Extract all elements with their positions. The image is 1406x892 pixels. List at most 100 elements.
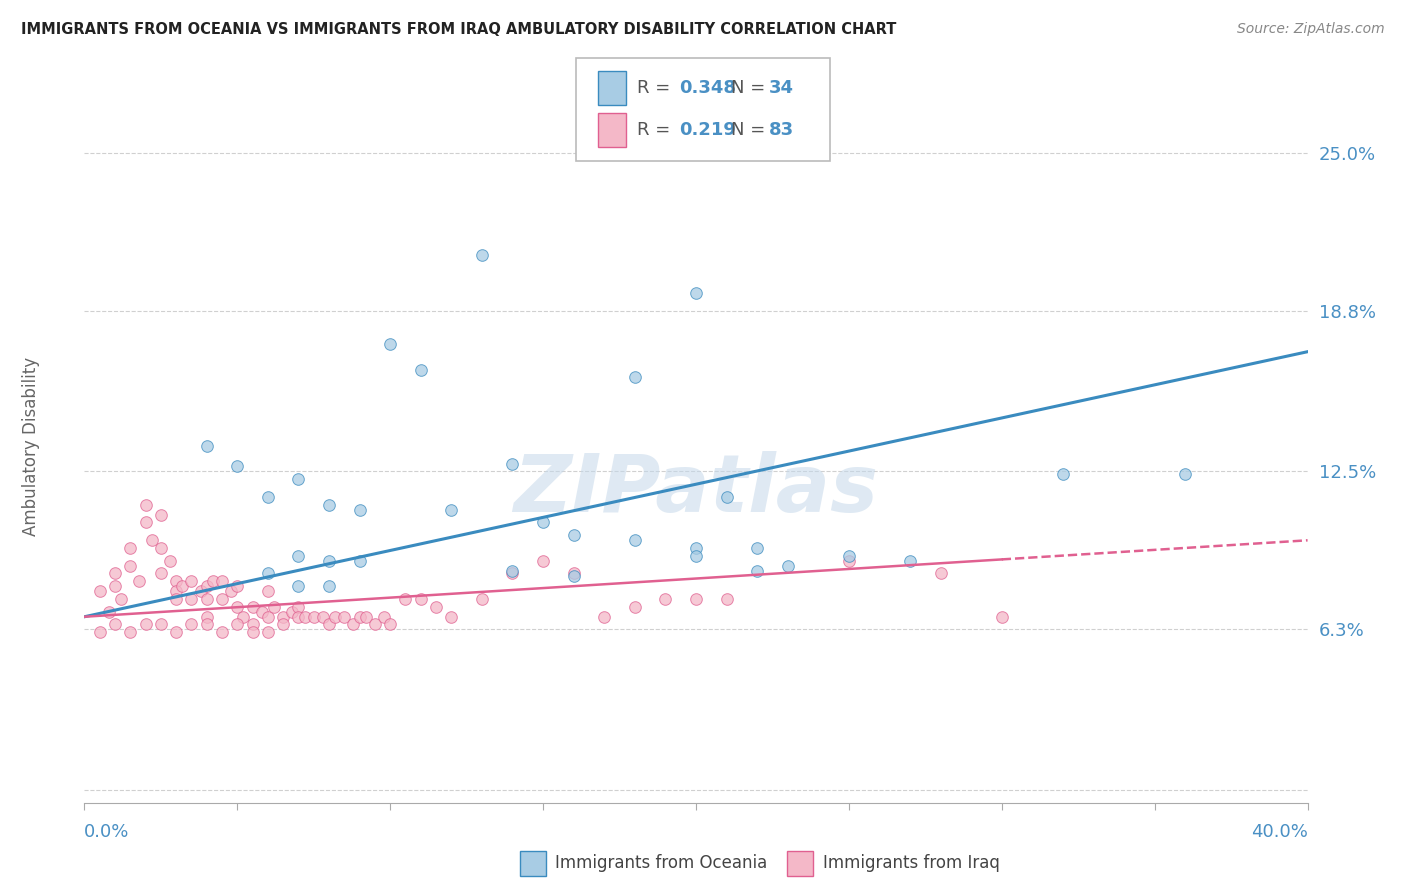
Point bbox=[593, 609, 616, 624]
Point bbox=[159, 554, 181, 568]
Point bbox=[624, 370, 647, 384]
Text: Immigrants from Oceania: Immigrants from Oceania bbox=[555, 855, 768, 872]
Point bbox=[373, 609, 395, 624]
Point bbox=[120, 625, 142, 640]
Point bbox=[195, 579, 218, 593]
Text: IMMIGRANTS FROM OCEANIA VS IMMIGRANTS FROM IRAQ AMBULATORY DISABILITY CORRELATIO: IMMIGRANTS FROM OCEANIA VS IMMIGRANTS FR… bbox=[21, 22, 897, 37]
Point bbox=[141, 533, 163, 548]
Point bbox=[440, 502, 463, 516]
Point bbox=[172, 579, 194, 593]
Point bbox=[776, 558, 799, 573]
Text: R =: R = bbox=[637, 121, 676, 139]
Point bbox=[257, 490, 280, 504]
Point bbox=[271, 617, 294, 632]
Point bbox=[409, 362, 432, 376]
Text: N =: N = bbox=[731, 121, 770, 139]
Point bbox=[562, 528, 585, 542]
Point bbox=[394, 591, 416, 606]
Point bbox=[190, 584, 212, 599]
Point bbox=[562, 569, 585, 583]
Point bbox=[654, 591, 676, 606]
Point bbox=[685, 591, 707, 606]
Point bbox=[104, 579, 127, 593]
Point bbox=[165, 625, 187, 640]
Point bbox=[685, 549, 707, 563]
Point bbox=[195, 439, 218, 453]
Point bbox=[471, 591, 494, 606]
Point bbox=[226, 459, 249, 474]
Point bbox=[716, 490, 738, 504]
Point bbox=[257, 609, 280, 624]
Point bbox=[165, 584, 187, 599]
Point bbox=[747, 541, 769, 555]
Point bbox=[211, 574, 233, 588]
Point bbox=[120, 541, 142, 555]
Point bbox=[333, 609, 356, 624]
Point bbox=[219, 584, 242, 599]
Point bbox=[380, 617, 402, 632]
Point bbox=[747, 564, 769, 578]
Text: 40.0%: 40.0% bbox=[1251, 823, 1308, 841]
Point bbox=[149, 617, 172, 632]
Text: Immigrants from Iraq: Immigrants from Iraq bbox=[823, 855, 1000, 872]
Point bbox=[425, 599, 447, 614]
Point bbox=[89, 584, 111, 599]
Point bbox=[838, 554, 860, 568]
Text: R =: R = bbox=[637, 79, 676, 97]
Point bbox=[226, 599, 249, 614]
Point bbox=[624, 599, 647, 614]
Point bbox=[180, 617, 202, 632]
Point bbox=[562, 566, 585, 581]
Point bbox=[89, 625, 111, 640]
Point bbox=[120, 558, 142, 573]
Point bbox=[502, 457, 524, 471]
Point bbox=[318, 617, 340, 632]
Point bbox=[287, 599, 309, 614]
Point bbox=[149, 508, 172, 522]
Point bbox=[211, 591, 233, 606]
Point bbox=[110, 591, 132, 606]
Point bbox=[232, 609, 254, 624]
Point bbox=[263, 599, 285, 614]
Point bbox=[349, 554, 371, 568]
Point bbox=[685, 541, 707, 555]
Text: 0.0%: 0.0% bbox=[84, 823, 129, 841]
Point bbox=[685, 286, 707, 301]
Point bbox=[440, 609, 463, 624]
Point bbox=[135, 516, 157, 530]
Point bbox=[364, 617, 387, 632]
Point bbox=[165, 574, 187, 588]
Point bbox=[502, 564, 524, 578]
Point bbox=[257, 584, 280, 599]
Point bbox=[180, 591, 202, 606]
Point bbox=[302, 609, 325, 624]
Point bbox=[349, 502, 371, 516]
Point bbox=[898, 554, 921, 568]
Point bbox=[195, 617, 218, 632]
Text: 0.348: 0.348 bbox=[679, 79, 737, 97]
Point bbox=[349, 609, 371, 624]
Point bbox=[318, 498, 340, 512]
Point bbox=[380, 337, 402, 351]
Point bbox=[531, 516, 554, 530]
Point bbox=[312, 609, 335, 624]
Point bbox=[104, 566, 127, 581]
Point bbox=[201, 574, 224, 588]
Point bbox=[287, 472, 309, 486]
Text: Source: ZipAtlas.com: Source: ZipAtlas.com bbox=[1237, 22, 1385, 37]
Point bbox=[1052, 467, 1074, 481]
Point bbox=[716, 591, 738, 606]
Point bbox=[281, 605, 304, 619]
Point bbox=[287, 579, 309, 593]
Text: 0.219: 0.219 bbox=[679, 121, 735, 139]
Point bbox=[257, 566, 280, 581]
Point bbox=[97, 605, 120, 619]
Point bbox=[409, 591, 432, 606]
Point bbox=[1174, 467, 1197, 481]
Point bbox=[342, 617, 364, 632]
Point bbox=[531, 554, 554, 568]
Point bbox=[323, 609, 346, 624]
Point bbox=[354, 609, 377, 624]
Point bbox=[294, 609, 316, 624]
Point bbox=[211, 625, 233, 640]
